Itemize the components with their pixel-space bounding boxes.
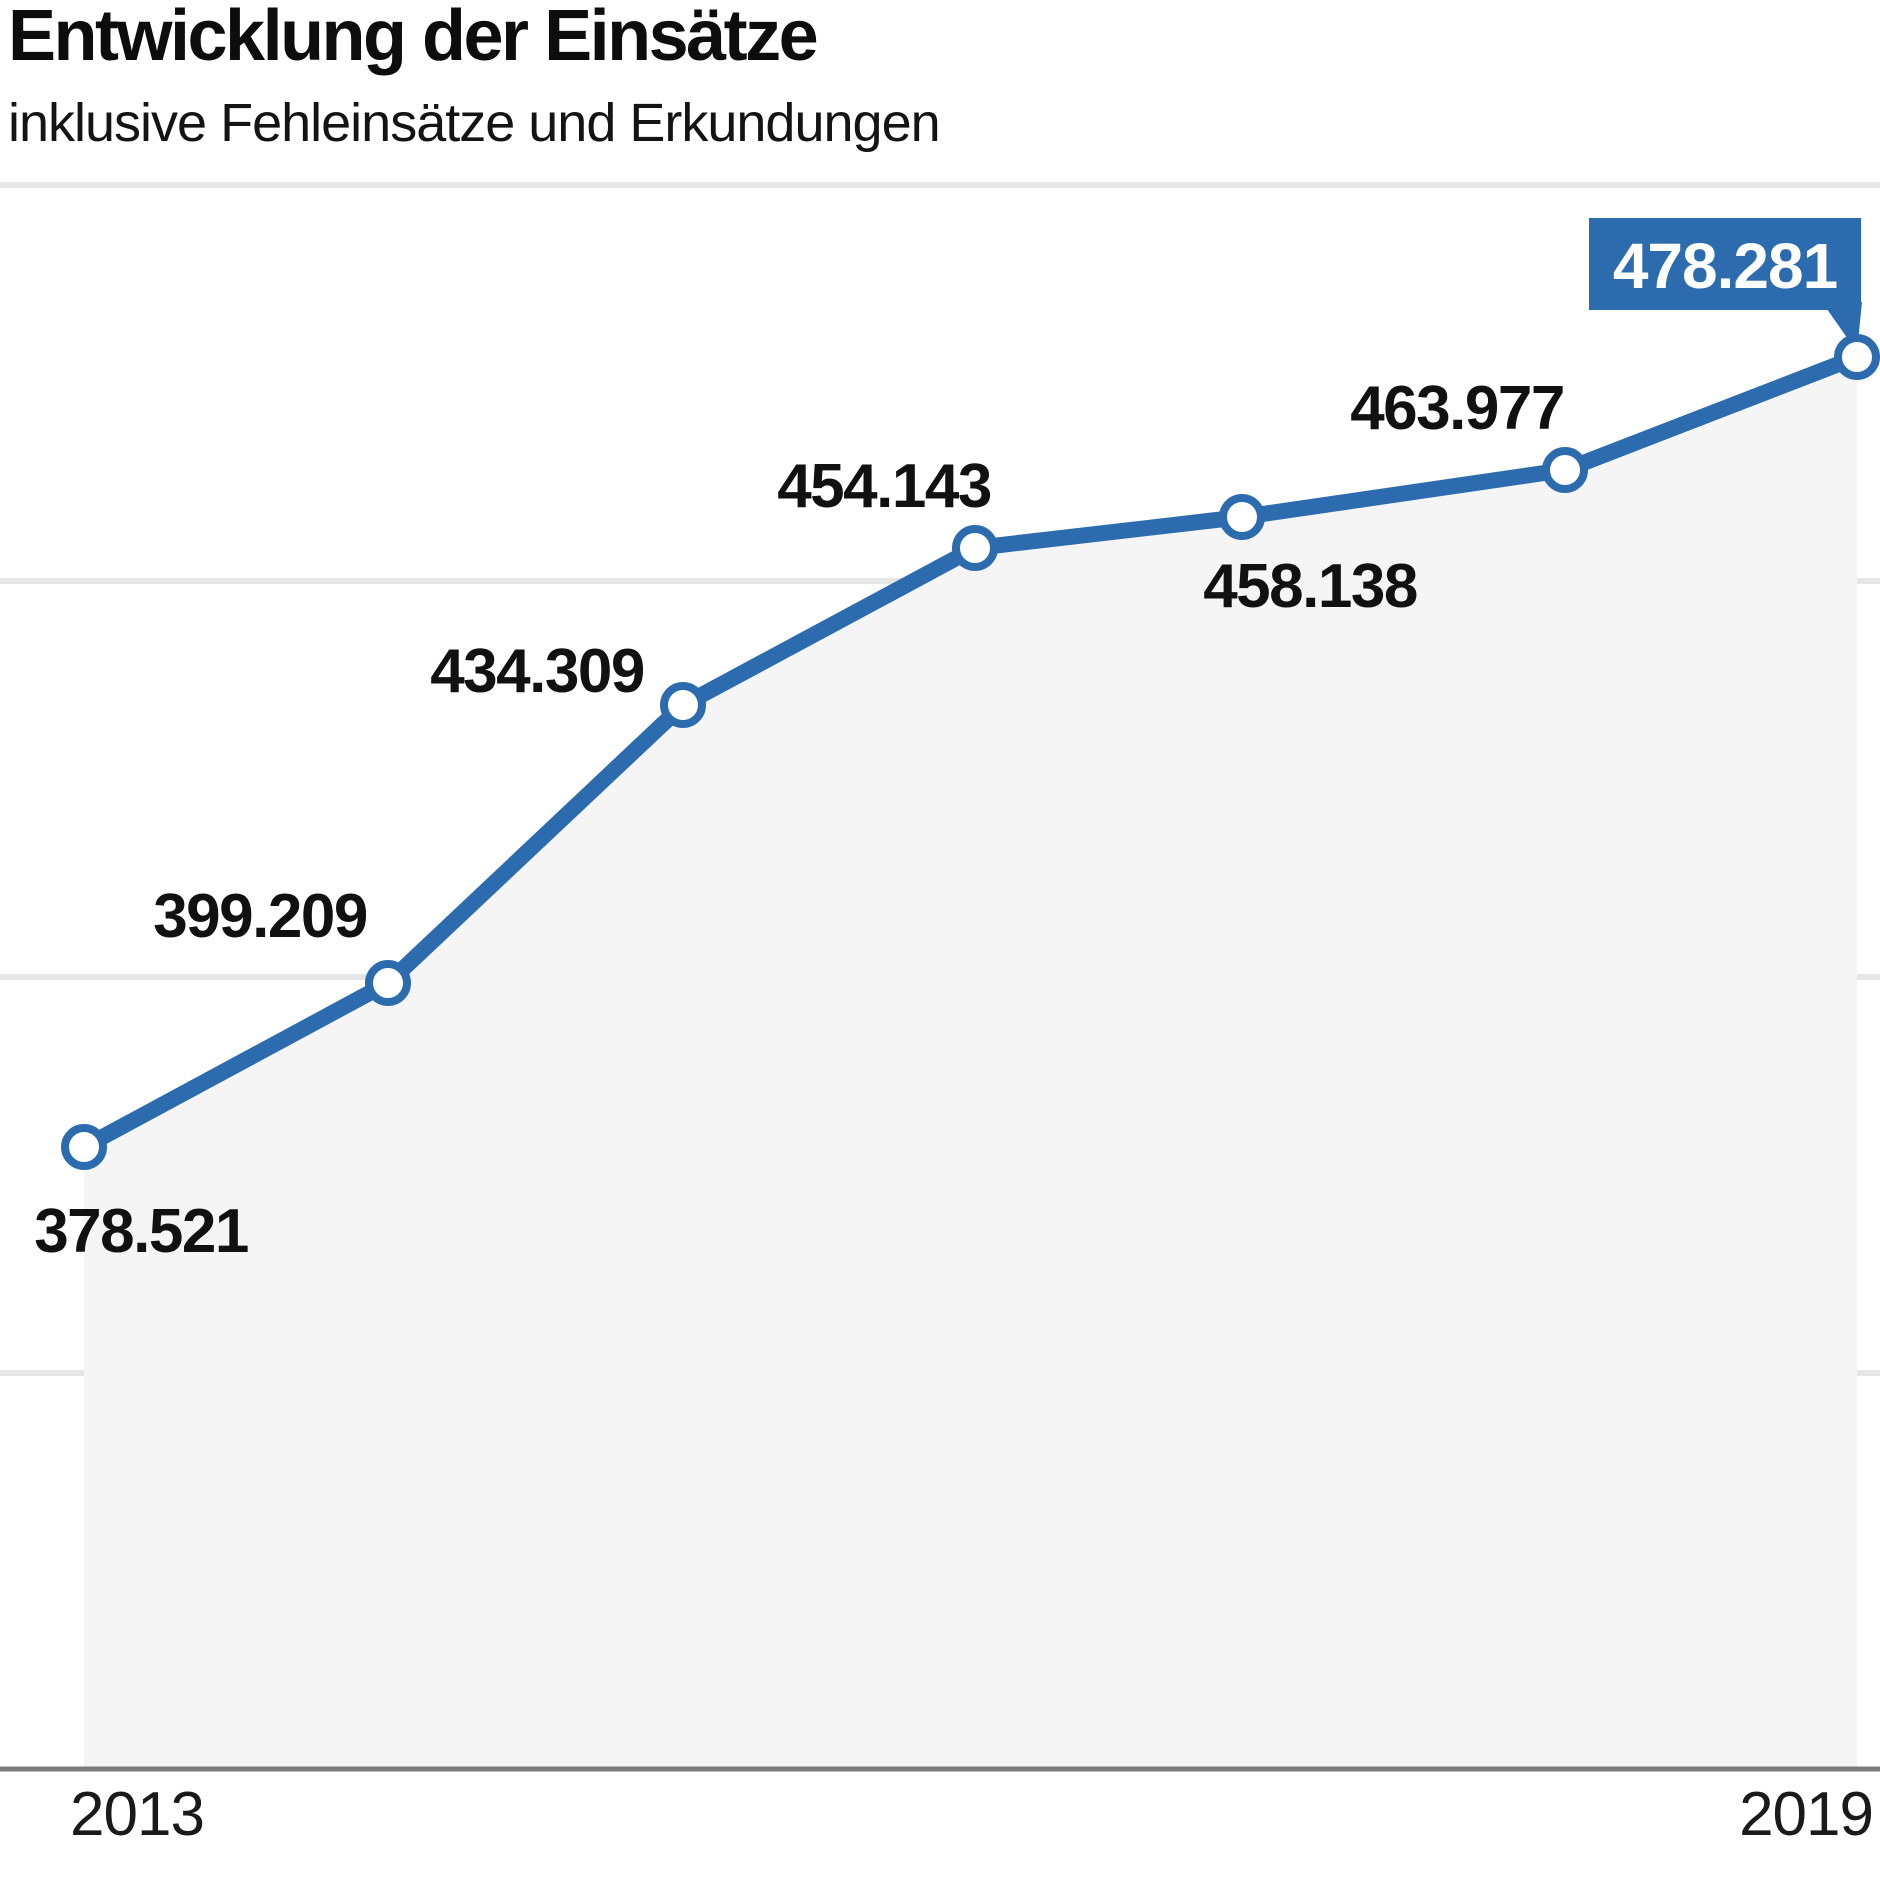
data-point-marker <box>952 525 998 571</box>
chart-subtitle: inklusive Fehleinsätze und Erkundungen <box>8 93 941 153</box>
area-fill <box>84 357 1857 1769</box>
data-point-marker <box>365 960 411 1006</box>
data-point-marker <box>1542 447 1588 493</box>
value-label: 434.309 <box>430 637 645 706</box>
data-point-marker <box>1219 494 1265 540</box>
x-axis-label-end: 2019 <box>1739 1780 1874 1849</box>
badge-background <box>1589 218 1861 310</box>
badge-value: 478.281 <box>1613 230 1837 302</box>
x-axis-label-start: 2013 <box>70 1780 205 1849</box>
value-label: 458.138 <box>1203 552 1418 621</box>
data-point-marker <box>1834 334 1880 380</box>
value-label: 454.143 <box>777 452 992 521</box>
chart-title: Entwicklung der Einsätze <box>8 0 819 76</box>
value-label: 378.521 <box>34 1197 249 1266</box>
value-label: 399.209 <box>153 882 368 951</box>
data-point-marker <box>660 682 706 728</box>
highlight-badge: 478.281 <box>1589 218 1862 352</box>
data-point-marker <box>61 1124 107 1170</box>
value-label: 463.977 <box>1350 374 1565 443</box>
data-points <box>61 334 1880 1170</box>
